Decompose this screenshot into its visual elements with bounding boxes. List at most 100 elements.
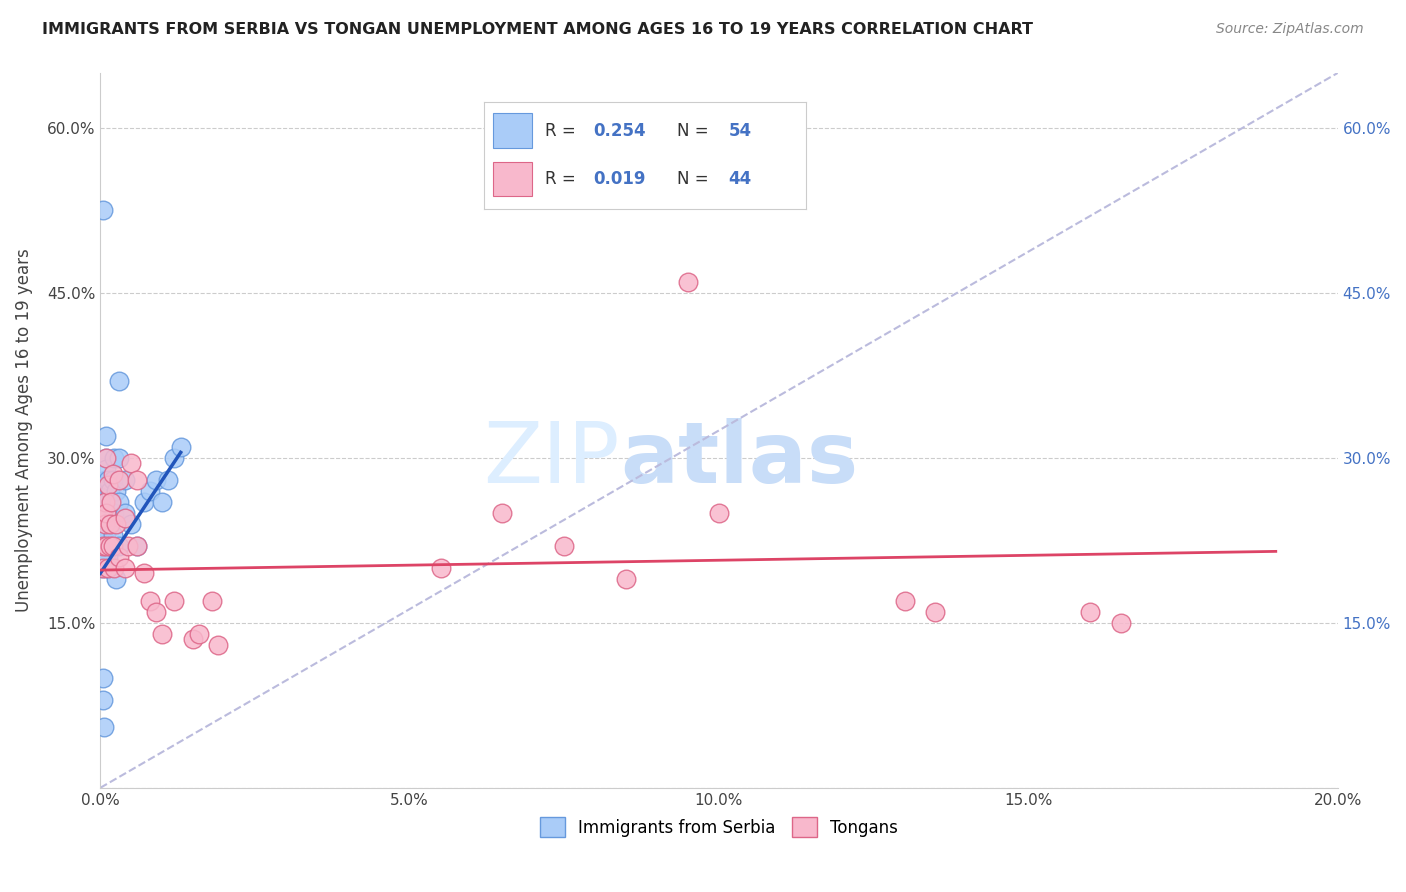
Point [893,594,915,608]
Point [93,516,115,531]
Point [104,516,127,531]
Point [108,549,131,564]
Point [707,506,730,520]
Point [96,462,118,476]
Point [1109,615,1132,630]
Point [924,605,946,619]
Text: atlas: atlas [620,417,858,500]
Point [91,203,114,218]
Point [93,511,115,525]
Point [108,473,131,487]
Point [98,516,121,531]
Point [157,473,180,487]
Point [93,506,115,520]
Point [100,495,122,509]
Point [1078,605,1101,619]
Point [117,539,139,553]
Point [101,528,124,542]
Point [93,693,115,707]
Point [132,495,155,509]
Point [188,627,211,641]
Point [127,539,149,553]
Point [104,572,127,586]
Legend: Immigrants from Serbia, Tongans: Immigrants from Serbia, Tongans [533,810,905,844]
Point [104,483,127,498]
Point [96,539,118,553]
Text: Source: ZipAtlas.com: Source: ZipAtlas.com [1216,22,1364,37]
Point [139,483,162,498]
Point [94,506,117,520]
Point [108,495,131,509]
Point [207,638,229,652]
Point [114,561,136,575]
Point [97,506,120,520]
Point [101,473,124,487]
Point [96,450,118,465]
Point [93,539,115,553]
Point [150,495,173,509]
Point [97,549,120,564]
Point [98,516,121,531]
Point [98,539,121,553]
Point [145,473,167,487]
Point [181,632,204,647]
Point [100,539,122,553]
Point [93,516,115,531]
Point [150,627,173,641]
Point [100,495,122,509]
Point [98,483,121,498]
Point [97,561,120,575]
Point [108,539,131,553]
Point [120,516,142,531]
Point [101,539,124,553]
Point [93,495,115,509]
Text: IMMIGRANTS FROM SERBIA VS TONGAN UNEMPLOYMENT AMONG AGES 16 TO 19 YEARS CORRELAT: IMMIGRANTS FROM SERBIA VS TONGAN UNEMPLO… [42,22,1033,37]
Point [676,275,699,289]
Point [101,467,124,482]
Point [97,561,120,575]
Point [91,561,114,575]
Point [91,516,114,531]
Point [96,506,118,520]
Point [93,720,115,734]
Point [120,457,142,471]
Text: ZIP: ZIP [484,417,620,500]
Point [94,495,117,509]
Point [163,450,186,465]
Point [91,549,114,564]
Point [114,511,136,525]
Point [93,528,115,542]
Point [145,605,167,619]
Point [94,561,117,575]
Point [97,473,120,487]
Point [108,374,131,388]
Point [91,539,114,553]
Point [201,594,224,608]
Point [127,473,149,487]
Point [429,561,451,575]
Point [127,539,149,553]
Point [91,561,114,575]
Point [108,450,131,465]
Point [93,539,115,553]
Point [491,506,513,520]
Point [96,539,118,553]
Point [614,572,637,586]
Point [103,506,125,520]
Point [103,561,125,575]
Y-axis label: Unemployment Among Ages 16 to 19 years: Unemployment Among Ages 16 to 19 years [15,249,32,612]
Point [132,566,155,581]
Point [103,450,125,465]
Point [96,495,118,509]
Point [94,450,117,465]
Point [170,440,193,454]
Point [96,549,118,564]
Point [139,594,162,608]
Point [114,506,136,520]
Point [114,473,136,487]
Point [163,594,186,608]
Point [553,539,575,553]
Point [98,539,121,553]
Point [97,478,120,492]
Point [96,528,118,542]
